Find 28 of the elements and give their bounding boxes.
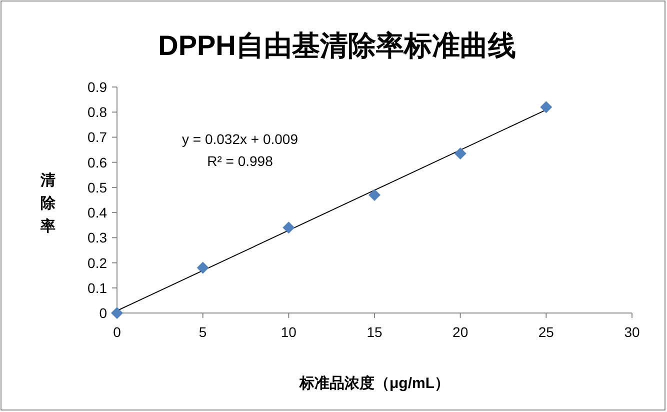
point xyxy=(454,148,466,160)
point xyxy=(282,222,295,234)
x-tick-label: 20 xyxy=(452,324,468,340)
y-tick-label: 0.8 xyxy=(88,104,108,120)
y-tick-label: 0.1 xyxy=(88,280,108,296)
x-tick-label: 5 xyxy=(198,324,207,340)
point xyxy=(540,101,552,114)
x-tick-label: 25 xyxy=(538,324,554,340)
y-tick-label: 0 xyxy=(99,305,108,321)
x-tick-label: 10 xyxy=(280,324,297,340)
y-tick-label: 0.9 xyxy=(88,79,108,95)
point xyxy=(368,188,380,201)
y-axis-title: 清除率 xyxy=(40,172,56,235)
chart-title: DPPH自由基清除率标准曲线 xyxy=(158,30,516,61)
y-tick-label: 0.7 xyxy=(88,129,108,146)
point xyxy=(196,262,209,274)
y-tick-label: 0.3 xyxy=(88,230,108,246)
y-tick-label: 0.4 xyxy=(88,204,108,221)
y-tick-label: 0.2 xyxy=(88,254,108,271)
point xyxy=(111,307,123,319)
y-tick-label: 0.6 xyxy=(88,154,108,170)
x-axis-title: 标准品浓度（μg/mL） xyxy=(298,374,450,392)
annotation: R² = 0.998 xyxy=(207,153,274,169)
x-tick-label: 0 xyxy=(113,324,122,340)
annotation: y = 0.032x + 0.009 xyxy=(182,131,298,147)
y-tick-label: 0.5 xyxy=(88,179,108,196)
x-tick-label: 30 xyxy=(624,324,640,340)
x-tick-label: 15 xyxy=(366,324,382,340)
